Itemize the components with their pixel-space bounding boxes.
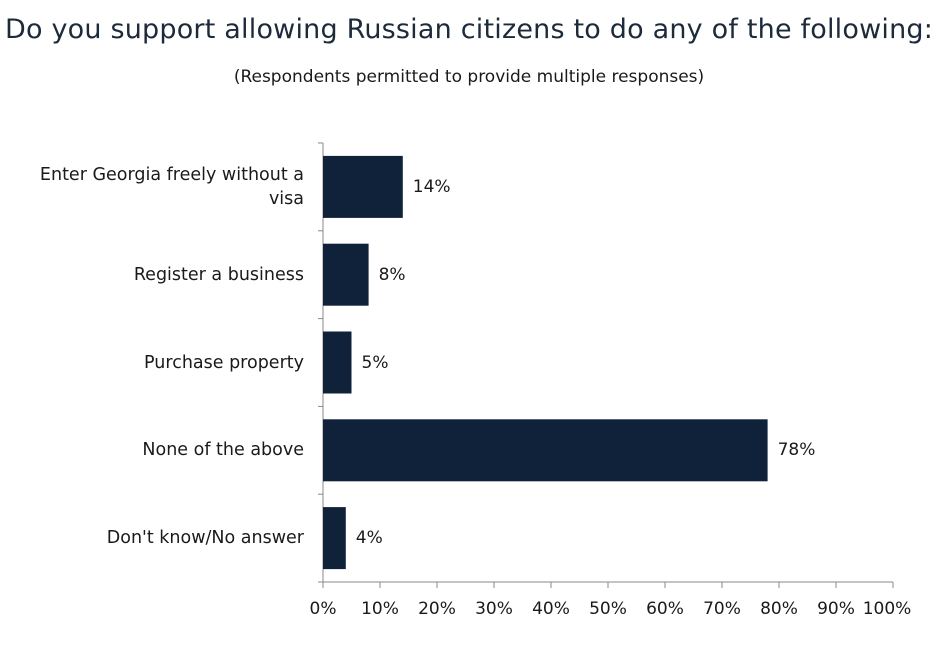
bar-value-label: 4% — [355, 528, 383, 549]
bar — [323, 419, 768, 482]
x-tick-label: 70% — [703, 599, 741, 619]
x-tick-label: 0% — [309, 599, 337, 619]
chart-title: Do you support allowing Russian citizens… — [4, 14, 934, 45]
chart-subtitle: (Respondents permitted to provide multip… — [233, 67, 705, 87]
x-tick-label: 80% — [760, 599, 798, 619]
x-tick-label: 60% — [646, 599, 684, 619]
x-tick-label: 30% — [475, 599, 513, 619]
x-tick-label: 90% — [817, 599, 855, 619]
chart-bars — [323, 155, 768, 570]
category-label: Purchase property — [144, 352, 304, 373]
category-label: Register a business — [133, 264, 304, 285]
bar-value-label: 8% — [378, 264, 406, 285]
category-label: None of the above — [142, 440, 304, 461]
bar — [323, 243, 369, 306]
x-tick-label: 20% — [418, 599, 456, 619]
bar-value-label: 14% — [412, 176, 451, 197]
bar — [323, 331, 352, 394]
bar — [323, 155, 403, 218]
bar-value-label: 78% — [777, 440, 816, 461]
x-tick-label: 100% — [862, 599, 912, 619]
bar — [323, 507, 346, 570]
x-tick-label: 10% — [361, 599, 399, 619]
x-tick-label: 40% — [532, 599, 570, 619]
x-tick-label: 50% — [589, 599, 627, 619]
bar-value-label: 5% — [361, 352, 389, 373]
category-label: Don't know/No answer — [106, 528, 304, 549]
category-label: Enter Georgia freely without a visa — [39, 164, 304, 209]
chart-axes — [318, 142, 894, 588]
